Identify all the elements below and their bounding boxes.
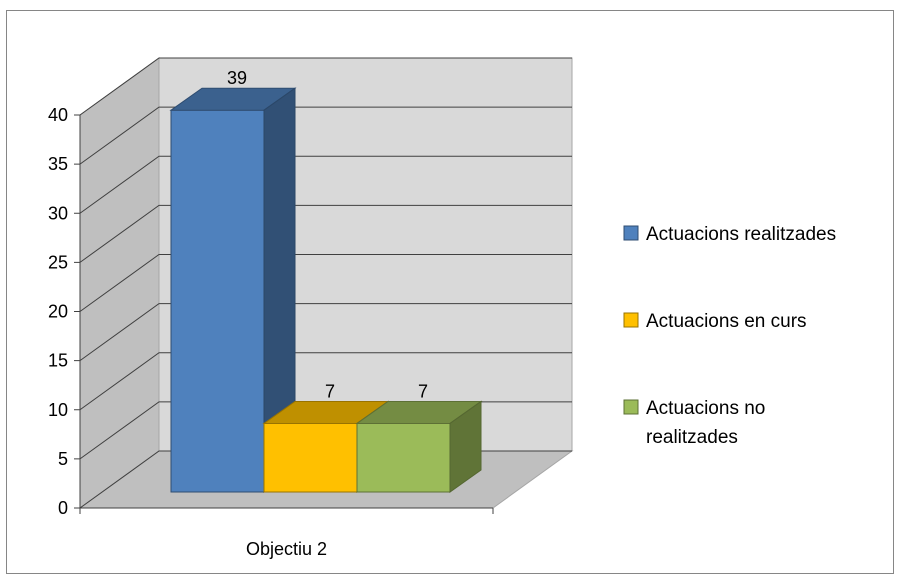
gridline — [79, 303, 572, 362]
y-axis-ticks: 0 5 10 15 20 25 30 35 40 — [48, 105, 81, 518]
legend: Actuacions realitzades Actuacions en curs… — [623, 224, 836, 448]
data-label: 7 — [325, 381, 335, 401]
legend-swatch — [623, 312, 639, 328]
bar-front — [170, 109, 265, 493]
legend-item-1: Actuacions realitzades — [623, 224, 836, 245]
legend-label: Actuacions en curs — [646, 311, 807, 332]
y-tick-label: 5 — [58, 449, 68, 469]
gridline — [79, 254, 572, 312]
data-label: 7 — [418, 381, 428, 401]
legend-item-3: Actuacions no realitzades — [623, 398, 765, 448]
gridline — [79, 57, 572, 116]
y-tick-label: 0 — [58, 498, 68, 518]
legend-swatch — [623, 399, 639, 415]
bar-side — [449, 400, 482, 493]
legend-label: Actuacions no realitzades — [646, 398, 765, 448]
x-axis: Objectiu 2 — [79, 507, 494, 559]
bar-front — [263, 422, 358, 493]
data-labels: 39 7 7 — [227, 68, 428, 401]
legend-label: Actuacions realitzades — [646, 224, 836, 245]
y-tick-label: 30 — [48, 203, 68, 223]
bar-front — [356, 422, 451, 493]
y-tick-label: 10 — [48, 400, 68, 420]
y-tick-label: 15 — [48, 351, 68, 371]
gridline — [79, 106, 572, 165]
y-tick-label: 25 — [48, 252, 68, 272]
gridline — [79, 352, 572, 411]
legend-item-2: Actuacions en curs — [623, 311, 807, 332]
legend-swatch — [623, 225, 639, 241]
bars — [169, 87, 483, 493]
y-tick-label: 20 — [48, 302, 68, 322]
y-tick-label: 40 — [48, 105, 68, 125]
y-tick-label: 35 — [48, 154, 68, 174]
gridline — [79, 155, 572, 214]
bar-1 — [169, 87, 297, 493]
bar-3 — [355, 400, 483, 493]
x-category-label: Objectiu 2 — [246, 539, 327, 559]
gridline — [79, 204, 572, 263]
data-label: 39 — [227, 68, 247, 88]
